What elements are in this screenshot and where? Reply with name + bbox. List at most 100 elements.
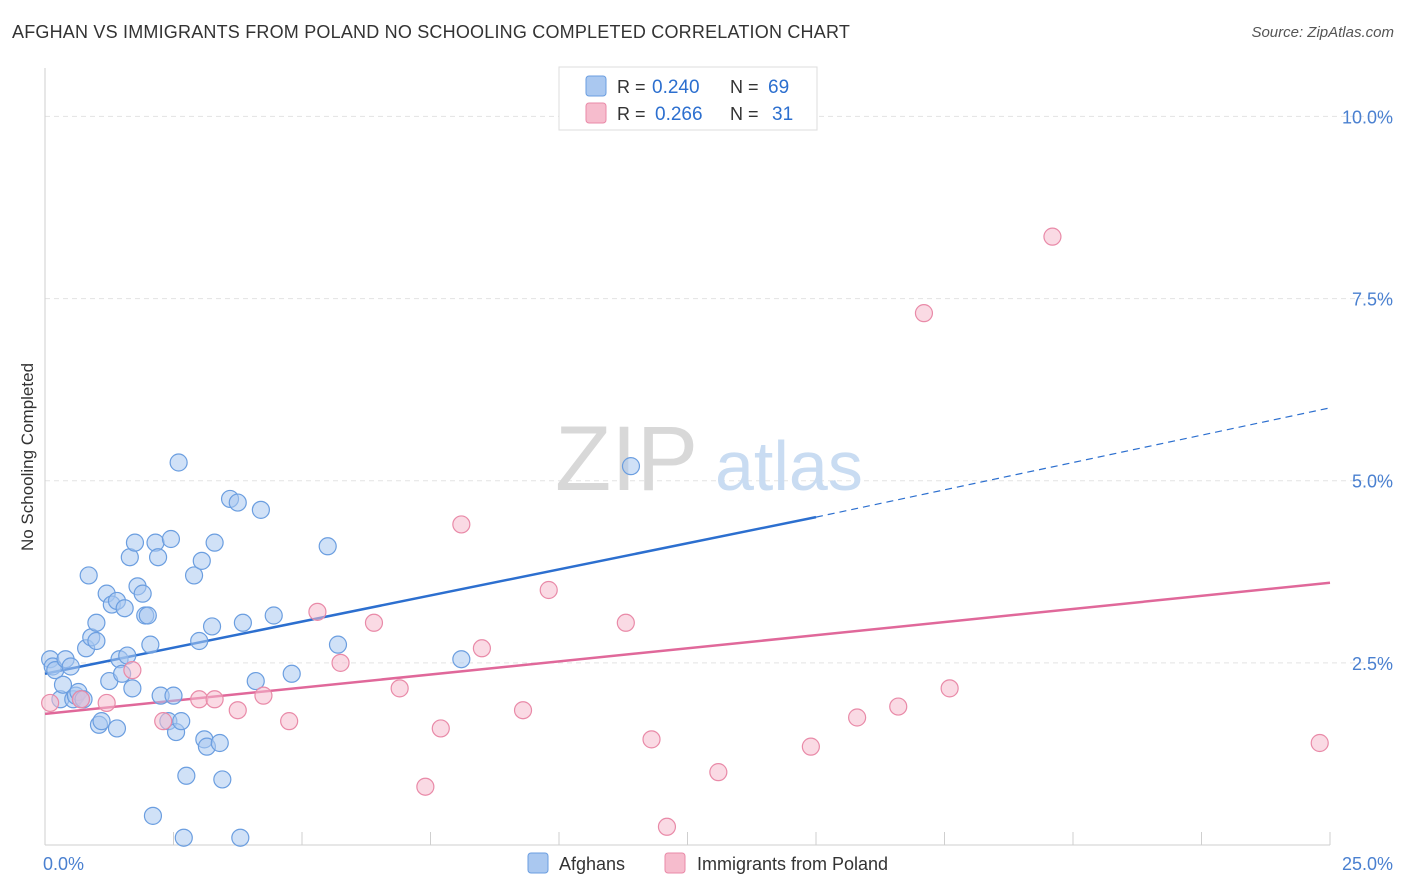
afghans-point	[210, 733, 229, 753]
afghans-point	[228, 493, 247, 512]
afghans-point	[264, 606, 283, 625]
afghans-point	[87, 613, 106, 632]
y-tick-label: 2.5%	[1352, 654, 1393, 674]
legend-top-row-afghans: R = 0.240 N = 69	[585, 75, 789, 98]
poland-point	[709, 763, 728, 782]
afghans-point	[143, 806, 163, 825]
x-tick-label: 0.0%	[43, 854, 84, 874]
trend-line-afghans	[44, 515, 817, 676]
afghans-point	[115, 599, 134, 618]
afghans-point	[161, 529, 181, 549]
poland-point	[472, 639, 491, 658]
poland-point	[205, 690, 224, 709]
poland-point	[1043, 227, 1062, 246]
poland-point	[940, 679, 959, 698]
afghans-point	[61, 657, 80, 676]
tick-labels: 2.5% 5.0% 7.5% 10.0% 0.0% 25.0%	[43, 107, 1393, 874]
y-tick-label: 7.5%	[1352, 290, 1393, 310]
afghans-point	[174, 828, 193, 847]
afghans-point	[282, 664, 301, 683]
trend-line-poland	[44, 581, 1331, 716]
legend-top: R = 0.240 N = 69 R = 0.266 N = 31	[558, 66, 818, 131]
poland-point	[848, 708, 867, 727]
afghans-point	[169, 453, 188, 472]
legend-bottom: Afghans Immigrants from Poland	[527, 852, 888, 874]
legend-bottom-swatch-poland	[664, 852, 686, 874]
chart-title: AFGHAN VS IMMIGRANTS FROM POLAND NO SCHO…	[12, 22, 851, 42]
legend-n-value: 69	[768, 77, 789, 98]
poland-point	[390, 679, 409, 698]
poland-point	[914, 304, 934, 323]
axis-layer	[44, 68, 1331, 846]
afghans-point	[172, 712, 191, 731]
afghans-point	[328, 635, 348, 654]
poland-point	[513, 701, 533, 720]
poland-point	[308, 602, 327, 621]
afghans-point	[251, 500, 270, 519]
afghans-point	[231, 828, 250, 847]
poland-point	[331, 653, 350, 672]
afghans-point	[177, 766, 196, 785]
y-tick-label: 10.0%	[1342, 107, 1393, 127]
poland-point	[416, 777, 435, 796]
poland-point	[1310, 733, 1329, 753]
afghans-point	[192, 551, 211, 570]
afghans-point	[213, 770, 232, 789]
afghans-point	[452, 650, 471, 669]
poland-point	[154, 712, 173, 731]
legend-r-value: 0.266	[655, 104, 703, 125]
afghans-point	[148, 548, 168, 567]
afghans-point	[202, 617, 222, 636]
afghans-point	[184, 566, 204, 585]
poland-point	[190, 690, 209, 709]
afghans-point	[621, 457, 641, 476]
legend-bottom-swatch-afghans	[527, 852, 549, 874]
afghans-point	[53, 675, 73, 694]
chart-source: Source: ZipAtlas.com	[1251, 24, 1394, 41]
afghans-point	[79, 566, 98, 585]
y-axis-label: No Schooling Completed	[18, 363, 37, 551]
afghans-point	[233, 613, 252, 632]
poland-point	[616, 613, 635, 632]
poland-point	[71, 690, 91, 709]
afghans-point	[246, 671, 265, 691]
legend-top-row-poland: R = 0.266 N = 31	[585, 102, 793, 125]
legend-r-value: 0.240	[652, 77, 700, 98]
poland-point	[41, 693, 60, 713]
afghans-point	[133, 584, 152, 603]
afghans-point	[125, 533, 145, 552]
poland-point	[657, 817, 677, 836]
poland-point	[228, 701, 247, 720]
legend-n-value: 31	[772, 104, 793, 125]
watermark-atlas: atlas	[715, 427, 863, 505]
y-tick-label: 5.0%	[1352, 472, 1393, 492]
legend-swatch-poland	[585, 102, 607, 124]
poland-point	[452, 515, 471, 534]
afghans-point	[141, 635, 160, 654]
afghans-point	[205, 533, 224, 552]
afghans-point	[123, 679, 142, 698]
poland-point	[280, 712, 299, 731]
poland-point	[642, 730, 661, 749]
afghans-point	[164, 686, 183, 705]
poland-point	[539, 580, 558, 600]
grid-layer	[45, 115, 1395, 664]
afghans-point	[138, 606, 157, 625]
legend-n-label: N =	[730, 77, 759, 97]
x-tick-label: 25.0%	[1342, 854, 1393, 874]
afghans-point	[107, 719, 127, 738]
poland-point	[801, 737, 820, 756]
poland-point	[431, 719, 450, 738]
legend-r-label: R =	[617, 104, 646, 124]
poland-point	[889, 697, 908, 716]
watermark: ZIP atlas	[555, 408, 863, 510]
legend-bottom-label-afghans: Afghans	[559, 854, 625, 874]
poland-point	[97, 693, 116, 713]
afghans-point	[318, 537, 337, 556]
afghans-point	[92, 712, 111, 731]
afghans-point	[190, 631, 209, 651]
poland-point	[364, 613, 384, 632]
legend-swatch-afghans	[585, 75, 607, 97]
